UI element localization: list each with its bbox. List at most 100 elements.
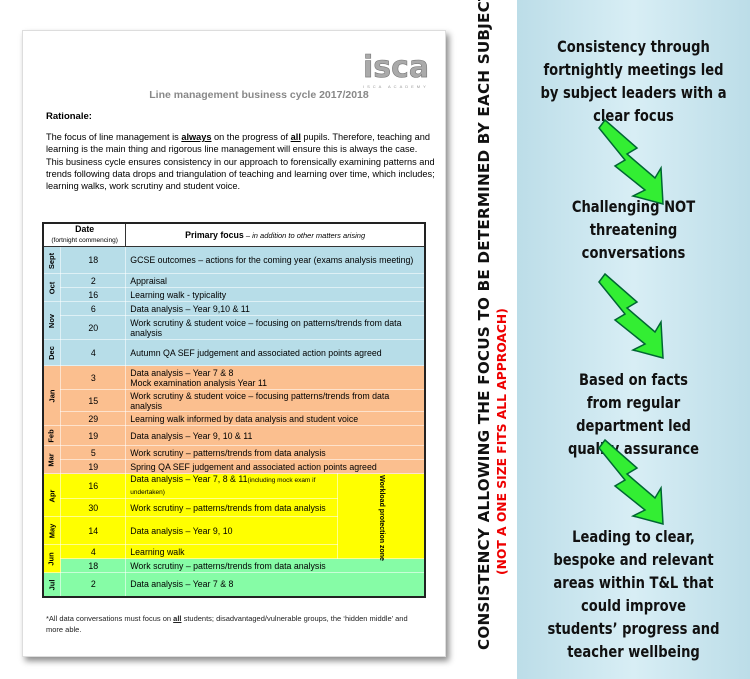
month-label: Oct	[47, 281, 57, 295]
month-label: Jan	[47, 389, 57, 403]
table-row: Sept 18 GCSE outcomes – actions for the co…	[42, 246, 426, 274]
month-cell: Nov	[42, 301, 62, 340]
month-cell: Dec	[42, 339, 62, 366]
table-row: Feb 19 Data analysis – Year 9, 10 & 11	[42, 425, 426, 446]
month-label: Apr	[47, 489, 57, 502]
focus-cell: Data analysis – Year 7 & 8	[125, 572, 426, 597]
date-cell: 2	[60, 572, 127, 597]
focus-cell: Data analysis – Year 7, 8 & 11(including…	[125, 473, 339, 499]
table-row: Jul 2 Data analysis – Year 7 & 8	[42, 572, 426, 597]
focus-text: GCSE outcomes – actions for the coming y…	[130, 255, 414, 265]
business-cycle-table: Date (fortnight commencing) Primary focus…	[42, 222, 426, 598]
table-row: 19 Spring QA SEF judgement and associated…	[43, 459, 426, 474]
table-row: 18 Work scrutiny – patterns/trends from d…	[43, 558, 426, 573]
month-cell: May	[42, 516, 62, 545]
month-label: Nov	[47, 313, 57, 329]
month-cell: Sept	[42, 246, 62, 274]
focus-text: Data analysis – Year 9, 10 & 11	[130, 430, 253, 441]
table-row: Jan 3 Data analysis – Year 7 & 8 Mock exam…	[42, 365, 426, 426]
table-row: 30 Work scrutiny – patterns/trends from d…	[43, 498, 425, 517]
focus-text: Data analysis – Year 7, 8 & 11	[130, 474, 248, 484]
focus-text: Learning walk informed by data analysis …	[130, 413, 359, 424]
point-3: Based on facts from regular department l…	[567, 370, 700, 458]
month-cell: Mar	[42, 445, 62, 474]
table-row: Apr 16 Data analysis – Year 7, 8 & 11(incl…	[42, 473, 426, 560]
date-cell: 20	[60, 315, 127, 340]
focus-text: Work scrutiny & student voice – focusing…	[130, 317, 402, 338]
lightning-arrow-icon	[598, 118, 664, 205]
footnote: *All data conversations must focus on al…	[46, 613, 426, 635]
date-cell: 19	[60, 459, 127, 474]
focus-cell: Work scrutiny – patterns/trends from dat…	[125, 498, 339, 517]
focus-text: Learning walk - typicality	[130, 289, 227, 300]
date-cell: 30	[60, 498, 127, 517]
month-cell: Jan	[42, 365, 62, 426]
footnote-text-part: *All data conversations must focus on	[46, 614, 174, 623]
focus-text: Work scrutiny – patterns/trends from dat…	[130, 447, 326, 458]
month-label: Mar	[47, 453, 57, 467]
focus-cell: Data analysis – Year 9, 10 & 11	[125, 425, 426, 446]
table-row: Oct 2 Appraisal	[42, 273, 426, 302]
date-cell: 19	[60, 425, 127, 446]
focus-text: Data analysis – Year 9, 10	[130, 525, 233, 536]
date-cell: 15	[60, 389, 127, 412]
focus-cell: Work scrutiny – patterns/trends from dat…	[125, 445, 426, 460]
table-row: 20 Work scrutiny & student voice – focusi…	[43, 315, 426, 340]
date-cell: 6	[60, 301, 127, 316]
date-cell: 18	[60, 558, 127, 573]
table-row: 29 Learning walk informed by data analysi…	[43, 411, 426, 426]
footnote-emphasis: all	[173, 614, 182, 623]
focus-cell: Autumn QA SEF judgement and associated a…	[125, 339, 426, 366]
month-label: Feb	[47, 429, 57, 443]
workload-protection-zone: Workload protection zone	[337, 473, 426, 561]
focus-header-label: Primary focus	[185, 229, 244, 240]
svg-text:isca: isca	[363, 50, 429, 85]
date-cell: 18	[60, 246, 127, 274]
focus-cell: Data analysis – Year 7 & 8 Mock examinat…	[125, 365, 426, 390]
vertical-banner-sub: (NOT A ONE SIZE FITS ALL APPROACH)	[495, 308, 509, 575]
table-row: 15 Work scrutiny & student voice – focusi…	[43, 389, 426, 412]
focus-text: Work scrutiny – patterns/trends from dat…	[130, 560, 326, 571]
focus-cell: Learning walk informed by data analysis …	[125, 411, 426, 426]
date-cell: 5	[60, 445, 127, 460]
vertical-banner-main: CONSISTENCY ALLOWING THE FOCUS TO BE DET…	[475, 0, 493, 650]
footnote-text-part: students; disadvantaged/vulnerable group…	[46, 614, 408, 634]
date-cell: 29	[60, 411, 127, 426]
table-body: Sept 18 GCSE outcomes – actions for the co…	[42, 246, 426, 597]
date-cell: 2	[60, 273, 127, 288]
focus-text: Spring QA SEF judgement and associated a…	[130, 461, 377, 472]
focus-text: Autumn QA SEF judgement and associated a…	[130, 347, 382, 358]
focus-text: Data analysis – Year 7 & 8	[130, 579, 234, 590]
month-label: Jun	[47, 552, 57, 566]
focus-cell: Work scrutiny – patterns/trends from dat…	[125, 558, 426, 573]
date-cell: 16	[60, 473, 127, 499]
month-label: Sept	[47, 252, 57, 269]
month-label: Dec	[47, 346, 57, 360]
focus-cell: Appraisal	[125, 273, 426, 288]
table-row: 16 Learning walk - typicality	[43, 287, 426, 302]
business-cycle-document: isca ISCA ACADEMY Line management busine…	[22, 30, 446, 657]
focus-note: (including mock exam if undertaken)	[130, 477, 316, 496]
focus-text: Data analysis – Year 9,10 & 11	[130, 303, 250, 314]
focus-cell: Learning walk	[125, 544, 339, 559]
focus-text: Work scrutiny & student voice – focusing…	[130, 390, 390, 411]
month-cell: Apr	[42, 473, 62, 517]
date-header: Date (fortnight commencing)	[42, 222, 127, 247]
focus-text: Learning walk	[130, 546, 185, 557]
logo-caption: ISCA ACADEMY	[363, 84, 429, 89]
table-row: Dec 4 Autumn QA SEF judgement and associat…	[42, 339, 426, 366]
date-cell: 4	[60, 544, 127, 559]
month-label: Jul	[47, 579, 57, 591]
date-cell: 16	[60, 287, 127, 302]
point-1: Consistency through fortnightly meetings…	[540, 37, 727, 125]
focus-cell: Spring QA SEF judgement and associated a…	[125, 459, 426, 474]
date-cell: 3	[60, 365, 127, 390]
rationale-text-part: The focus of line management is	[46, 132, 182, 142]
date-header-label: Date	[75, 224, 95, 234]
workload-label: Workload protection zone	[378, 474, 386, 561]
rationale-heading: Rationale:	[46, 111, 92, 122]
focus-cell: Data analysis – Year 9, 10	[125, 516, 339, 545]
lightning-arrow-icon	[598, 272, 664, 359]
rationale-emphasis: always	[181, 132, 212, 142]
month-cell: Feb	[42, 425, 62, 446]
